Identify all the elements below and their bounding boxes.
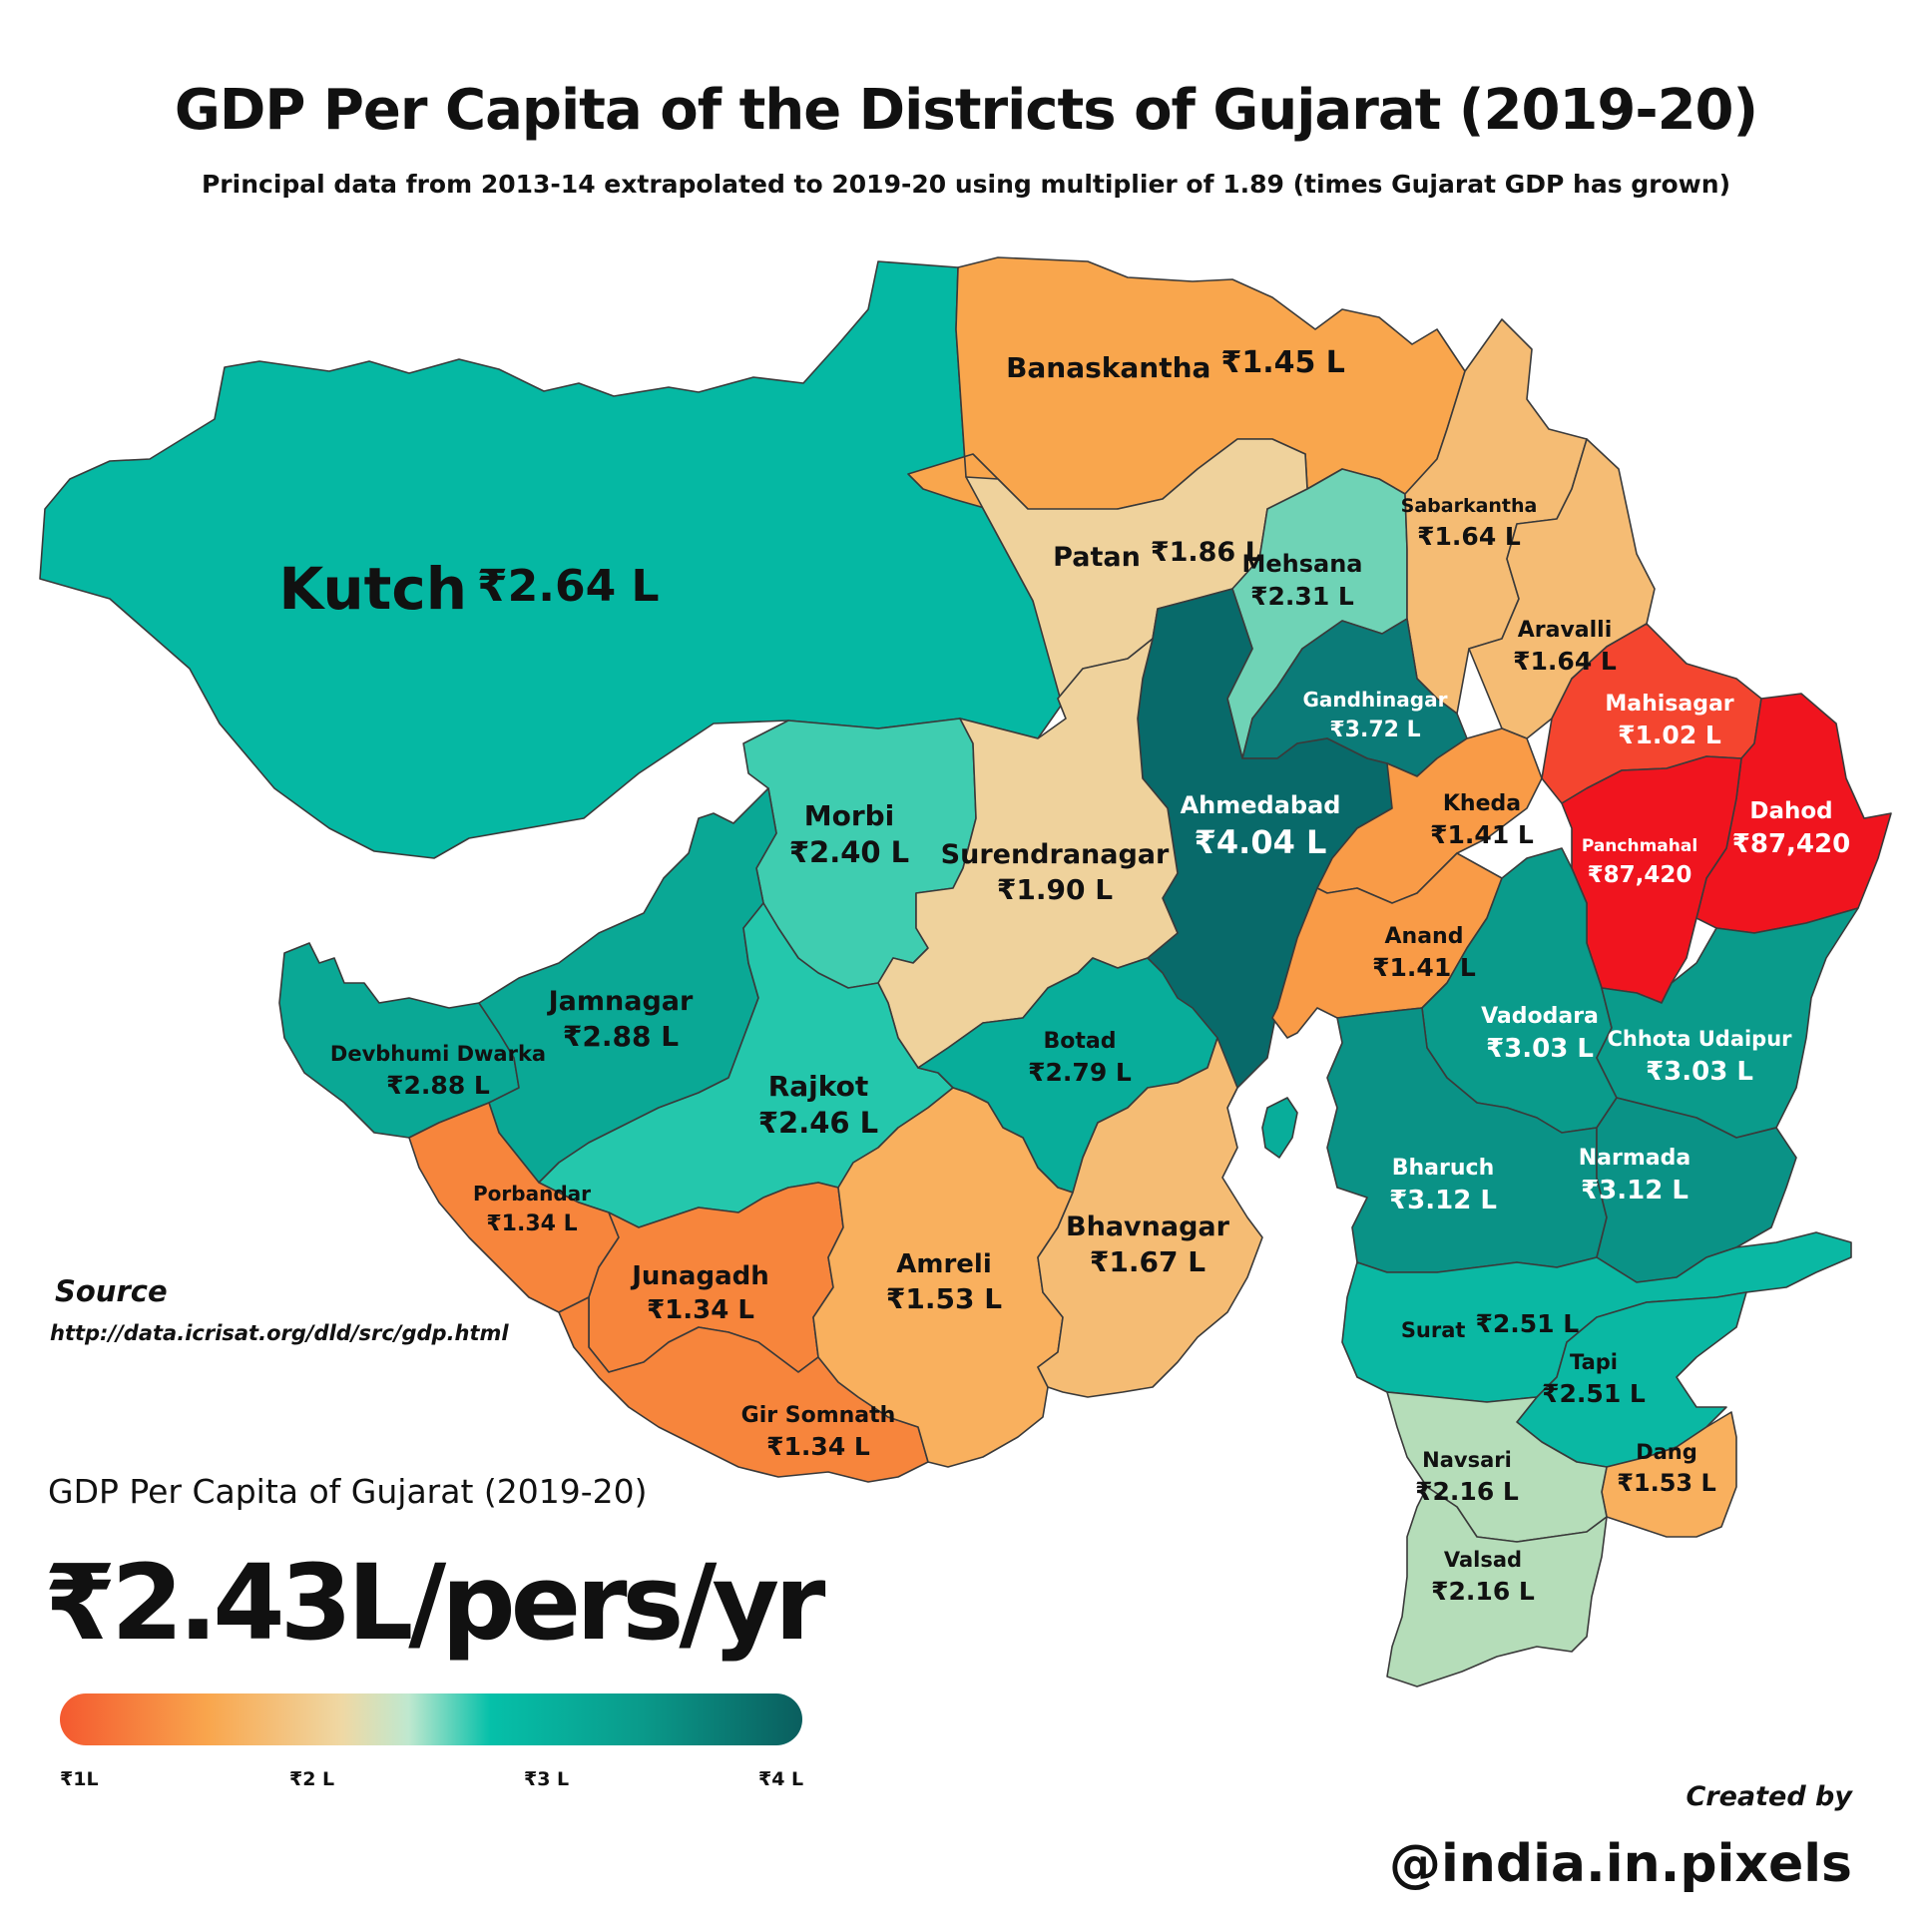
label-botad-value: ₹2.79 L (1028, 1058, 1132, 1087)
label-banaskantha: Banaskantha ₹1.45 L (1006, 345, 1345, 384)
label-anand-name: Anand (1385, 924, 1464, 949)
label-surendranagar-value: ₹1.90 L (997, 873, 1113, 906)
label-dang-value: ₹1.53 L (1617, 1469, 1716, 1497)
label-junagadh-value: ₹1.34 L (647, 1295, 754, 1325)
label-panchmahal-value: ₹87,420 (1588, 862, 1692, 888)
district-narmada[interactable] (1596, 1097, 1797, 1283)
label-tapi-name: Tapi (1570, 1350, 1618, 1374)
label-junagadh-name: Junagadh (630, 1261, 769, 1291)
scale-tick-1l: ₹1L (60, 1768, 99, 1790)
label-vadodara-name: Vadodara (1481, 1004, 1599, 1029)
label-valsad-name: Valsad (1444, 1548, 1522, 1572)
label-panchmahal-name: Panchmahal (1582, 836, 1697, 856)
label-porbandar-name: Porbandar (473, 1182, 591, 1206)
label-sabarkantha-value: ₹1.64 L (1417, 522, 1521, 551)
label-jamnagar-value: ₹2.88 L (563, 1020, 679, 1053)
label-navsari-value: ₹2.16 L (1415, 1477, 1519, 1506)
label-patan-value: ₹1.86 L (1151, 537, 1262, 568)
label-banaskantha-value: ₹1.45 L (1220, 345, 1344, 380)
label-dang-name: Dang (1636, 1440, 1697, 1464)
label-narmada-name: Narmada (1579, 1146, 1690, 1171)
label-anand-value: ₹1.41 L (1372, 953, 1476, 982)
label-mahisagar-value: ₹1.02 L (1618, 721, 1721, 749)
label-dahod-name: Dahod (1749, 798, 1832, 824)
label-rajkot-name: Rajkot (768, 1070, 869, 1103)
label-aravalli-name: Aravalli (1518, 618, 1613, 643)
label-kutch-name: Kutch (278, 555, 467, 623)
credit-label: Created by (1686, 1781, 1852, 1812)
label-gandhinagar-value: ₹3.72 L (1329, 718, 1420, 742)
label-sabarkantha-name: Sabarkantha (1401, 495, 1538, 517)
label-rajkot-value: ₹2.46 L (758, 1106, 878, 1140)
district-dang[interactable] (1601, 1411, 1737, 1538)
label-surat-value: ₹2.51 L (1475, 1309, 1579, 1338)
label-bharuch-value: ₹3.12 L (1389, 1186, 1497, 1215)
label-mehsana-value: ₹2.31 L (1250, 582, 1354, 611)
scale-tick-3l: ₹3 L (524, 1768, 570, 1790)
source-url: http://data.icrisat.org/dld/src/gdp.html (50, 1321, 509, 1345)
label-girsomnath-value: ₹1.34 L (766, 1432, 870, 1461)
label-surendranagar-name: Surendranagar (941, 839, 1170, 870)
label-valsad-value: ₹2.16 L (1431, 1577, 1535, 1606)
label-bhavnagar-value: ₹1.67 L (1090, 1245, 1206, 1278)
label-narmada-value: ₹3.12 L (1581, 1176, 1689, 1206)
label-amreli-value: ₹1.53 L (886, 1282, 1002, 1315)
label-porbandar-value: ₹1.34 L (486, 1211, 577, 1236)
label-girsomnath-name: Gir Somnath (741, 1403, 896, 1428)
district-valsad[interactable] (1386, 1486, 1608, 1688)
label-navsari-name: Navsari (1422, 1448, 1512, 1472)
credit-handle: @india.in.pixels (1389, 1834, 1852, 1894)
state-average-value: ₹2.43L/pers/yr (44, 1542, 825, 1664)
label-morbi-value: ₹2.40 L (789, 835, 909, 869)
color-scale-bar (60, 1693, 802, 1745)
label-surat: Surat ₹2.51 L (1401, 1309, 1579, 1342)
label-patan: Patan ₹1.86 L (1053, 537, 1262, 573)
label-ahmedabad-name: Ahmedabad (1181, 791, 1341, 819)
label-devbhumi-name: Devbhumi Dwarka (330, 1042, 546, 1066)
label-aravalli-value: ₹1.64 L (1513, 647, 1617, 676)
label-bhavnagar-name: Bhavnagar (1066, 1211, 1230, 1242)
state-average-label: GDP Per Capita of Gujarat (2019-20) (48, 1472, 648, 1511)
label-ahmedabad-value: ₹4.04 L (1195, 823, 1327, 861)
label-mahisagar-name: Mahisagar (1605, 692, 1733, 717)
label-botad-name: Botad (1044, 1029, 1117, 1054)
label-amreli-name: Amreli (896, 1249, 992, 1279)
label-dahod-value: ₹87,420 (1732, 829, 1850, 859)
label-jamnagar-name: Jamnagar (547, 986, 694, 1017)
label-kutch: Kutch ₹2.64 L (278, 555, 659, 623)
scale-tick-2l: ₹2 L (289, 1768, 335, 1790)
map-subtitle: Principal data from 2013-14 extrapolated… (201, 170, 1730, 199)
label-kheda-name: Kheda (1443, 791, 1521, 816)
island-piram (1261, 1097, 1298, 1159)
label-devbhumi-value: ₹2.88 L (386, 1071, 490, 1100)
label-chhotaudaipur-name: Chhota Udaipur (1607, 1027, 1792, 1051)
label-chhotaudaipur-value: ₹3.03 L (1646, 1057, 1753, 1087)
label-tapi-value: ₹2.51 L (1542, 1379, 1646, 1408)
district-bhavnagar[interactable] (1037, 1037, 1263, 1398)
label-gandhinagar-name: Gandhinagar (1303, 688, 1448, 712)
scale-tick-4l: ₹4 L (758, 1768, 804, 1790)
label-kheda-value: ₹1.41 L (1430, 820, 1534, 849)
label-kutch-value: ₹2.64 L (477, 561, 660, 612)
label-morbi-name: Morbi (804, 799, 895, 832)
label-banaskantha-name: Banaskantha (1006, 351, 1210, 384)
source-label: Source (55, 1274, 168, 1308)
label-vadodara-value: ₹3.03 L (1486, 1034, 1594, 1064)
label-bharuch-name: Bharuch (1392, 1156, 1495, 1181)
label-mehsana-name: Mehsana (1241, 550, 1362, 578)
label-surat-name: Surat (1401, 1318, 1466, 1342)
map-title: GDP Per Capita of the Districts of Gujar… (174, 78, 1758, 143)
label-patan-name: Patan (1053, 542, 1141, 573)
